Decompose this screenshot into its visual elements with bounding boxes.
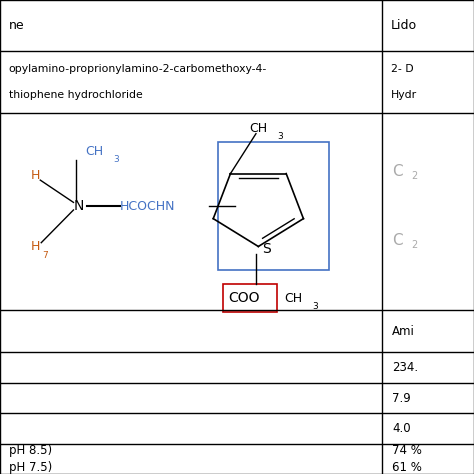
Text: COO: COO [228,291,260,305]
Text: Lido: Lido [391,19,417,32]
Text: 2- D: 2- D [391,64,414,74]
Text: 4.0: 4.0 [392,422,410,435]
Text: ne: ne [9,19,24,32]
Text: 2: 2 [411,240,417,250]
Text: 3: 3 [277,132,283,141]
Text: 2: 2 [411,171,417,181]
Text: CH: CH [85,145,103,158]
Text: Hydr: Hydr [391,90,417,100]
Text: H: H [31,240,40,253]
Text: N: N [73,199,84,213]
Text: C: C [392,164,402,179]
Bar [218,142,329,270]
Text: pH 7.5): pH 7.5) [9,461,52,474]
Text: 61 %: 61 % [392,461,422,474]
Text: CH: CH [249,122,267,136]
Text: C: C [392,233,402,247]
Text: H: H [31,169,40,182]
Text: CH: CH [284,292,302,305]
Bar [223,284,277,312]
Text: 7.9: 7.9 [392,392,411,405]
Text: 3: 3 [312,302,318,310]
Text: opylamino-proprionylamino-2-carbomethoxy-4-: opylamino-proprionylamino-2-carbomethoxy… [9,64,267,74]
Text: S: S [263,242,271,256]
Text: Ami: Ami [392,325,415,337]
Text: pH 8.5): pH 8.5) [9,444,52,457]
Text: 7: 7 [43,252,48,260]
Text: 74 %: 74 % [392,444,422,457]
Text: 3: 3 [114,155,119,164]
Text: thiophene hydrochloride: thiophene hydrochloride [9,90,142,100]
Text: HCOCHN: HCOCHN [120,200,175,213]
Text: 234.: 234. [392,361,418,374]
